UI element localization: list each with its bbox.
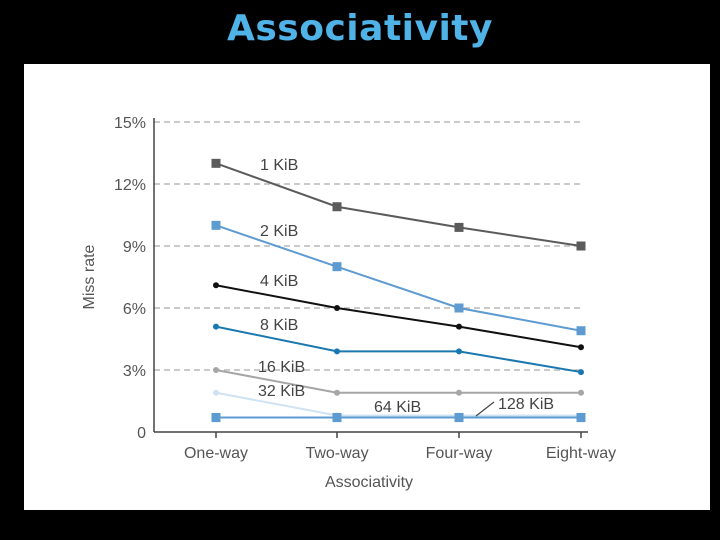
data-point	[576, 326, 586, 336]
data-point	[454, 303, 464, 313]
series-line	[215, 284, 582, 349]
data-point	[213, 282, 219, 289]
chart-panel: 0 3% 6% 9% 12% 15% One-way Two-way Four-way Eight…	[24, 64, 710, 510]
data-point	[211, 413, 221, 423]
data-point	[332, 202, 342, 212]
x-tick-label: One-way	[184, 445, 248, 462]
y-tick-label: 12%	[114, 177, 146, 194]
data-point	[332, 413, 342, 423]
data-point	[213, 367, 219, 373]
data-point	[578, 369, 584, 376]
series-label: 1 KiB	[260, 157, 298, 174]
x-tick-label: Four-way	[426, 445, 493, 462]
x-tick-label: Two-way	[305, 445, 368, 462]
x-tick-label: Eight-way	[546, 445, 616, 462]
x-axis-title: Associativity	[325, 474, 413, 491]
data-point	[334, 348, 340, 355]
data-point	[576, 241, 586, 251]
series-label: 32 KiB	[258, 383, 305, 400]
y-tick-label: 0	[137, 425, 146, 442]
data-point	[213, 389, 219, 396]
data-point	[334, 389, 340, 396]
y-axis-title: Miss rate	[81, 244, 98, 309]
data-point	[454, 222, 464, 232]
y-tick-label: 3%	[123, 363, 146, 380]
data-point	[456, 348, 462, 355]
series-label: 8 KiB	[260, 317, 298, 334]
miss-rate-chart: 0 3% 6% 9% 12% 15% One-way Two-way Four-way Eight…	[81, 115, 616, 491]
series-label: 128 KiB	[498, 396, 554, 413]
data-point	[211, 220, 221, 230]
data-point	[578, 344, 584, 351]
data-point	[211, 158, 221, 168]
series-line	[215, 391, 581, 417]
data-point	[456, 389, 462, 396]
series-label: 16 KiB	[258, 359, 305, 376]
series-label: 2 KiB	[260, 223, 298, 240]
label-leader-line	[475, 401, 495, 417]
data-point	[454, 413, 464, 423]
data-point	[213, 323, 219, 330]
data-point	[576, 413, 586, 423]
series-line	[215, 224, 582, 332]
data-point	[332, 262, 342, 272]
y-tick-label: 15%	[114, 115, 146, 132]
series-line	[215, 325, 582, 374]
series-line	[215, 162, 582, 247]
series-line	[215, 369, 581, 394]
data-point	[578, 389, 584, 396]
y-tick-label: 6%	[123, 301, 146, 318]
data-point	[334, 305, 340, 311]
series-label: 64 KiB	[374, 399, 421, 416]
series-label: 4 KiB	[260, 273, 298, 290]
data-point	[456, 323, 462, 330]
y-tick-label: 9%	[123, 239, 146, 256]
slide-title: Associativity	[227, 8, 493, 49]
